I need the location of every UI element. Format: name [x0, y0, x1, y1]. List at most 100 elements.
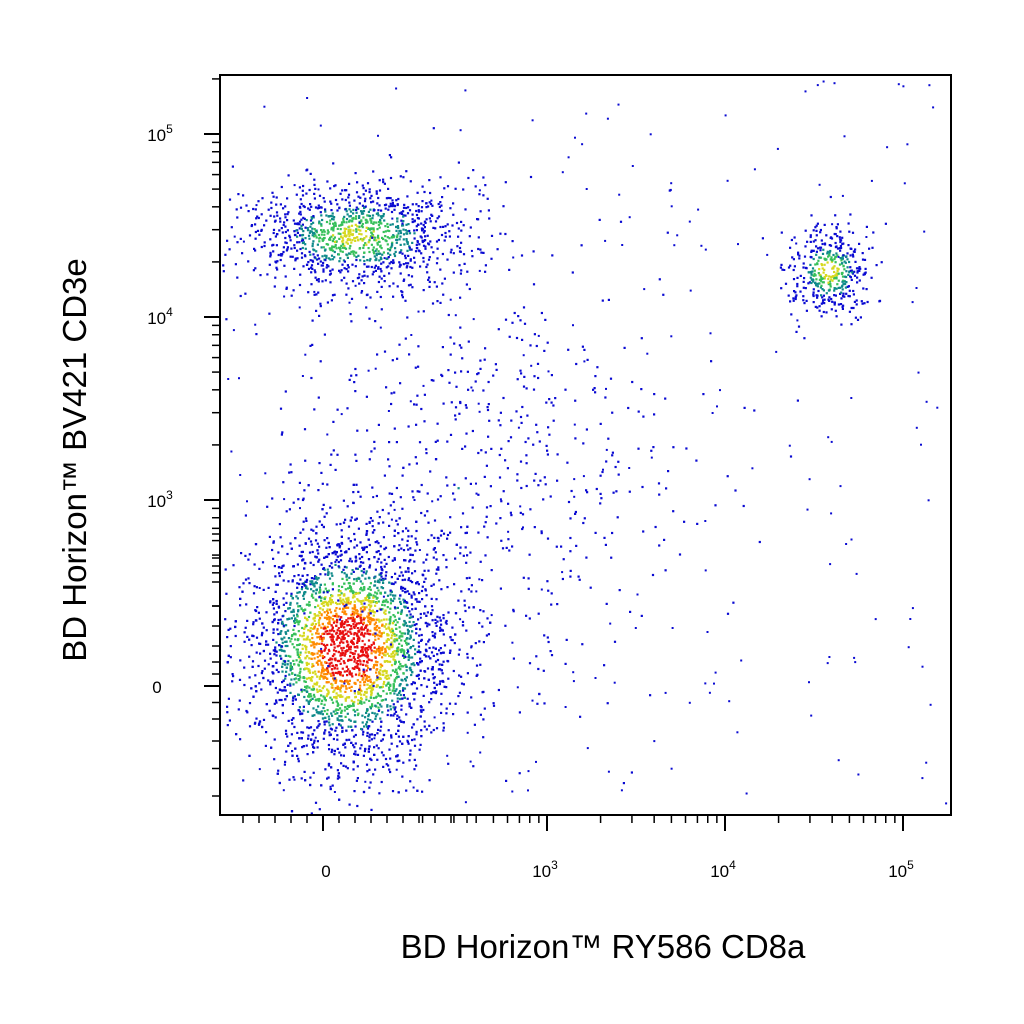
event-dot: [307, 267, 311, 270]
event-dot: [348, 686, 351, 689]
event-dot: [442, 651, 445, 654]
event-dot: [320, 637, 323, 640]
event-dot: [381, 579, 384, 582]
event-dot: [809, 235, 812, 239]
event-dot: [359, 663, 362, 666]
event-dot: [408, 245, 411, 248]
event-dot: [302, 634, 305, 637]
event-dot: [326, 777, 329, 780]
event-dot: [842, 265, 845, 268]
event-dot: [319, 260, 322, 263]
event-dot: [833, 277, 836, 280]
event-dot: [365, 243, 368, 246]
event-dot: [667, 470, 670, 473]
event-dot: [856, 271, 859, 274]
event-dot: [417, 205, 420, 208]
event-dot: [471, 657, 474, 660]
event-dot: [366, 632, 369, 635]
event-dot: [383, 611, 386, 614]
event-dot: [345, 602, 348, 605]
event-dot: [299, 670, 302, 673]
event-dot: [340, 541, 343, 545]
event-dot: [329, 611, 333, 614]
event-dot: [301, 194, 305, 197]
event-dot: [334, 553, 337, 556]
event-dot: [390, 637, 393, 640]
event-dot: [311, 637, 314, 640]
event-dot: [418, 592, 421, 595]
event-dot: [252, 621, 255, 624]
event-dot: [323, 583, 326, 586]
event-dot: [302, 230, 305, 233]
event-dot: [294, 638, 297, 641]
event-dot: [282, 250, 285, 254]
event-dot: [371, 525, 374, 528]
event-dot: [344, 247, 348, 250]
event-dot: [322, 604, 325, 607]
event-dot: [812, 288, 815, 291]
event-dot: [294, 673, 297, 676]
event-dot: [356, 567, 359, 570]
event-dot: [448, 651, 452, 654]
event-dot: [383, 204, 387, 207]
event-dot: [391, 629, 394, 632]
event-dot: [378, 645, 381, 648]
event-dot: [314, 673, 317, 676]
event-dot: [816, 294, 819, 297]
event-dot: [250, 687, 253, 690]
event-dot: [346, 239, 349, 242]
event-dot: [385, 197, 388, 200]
event-dot: [242, 582, 245, 585]
event-dot: [332, 218, 335, 221]
event-dot: [402, 652, 406, 655]
event-dot: [333, 689, 336, 692]
event-dot: [312, 751, 315, 754]
event-dot: [835, 276, 838, 279]
event-dot: [395, 229, 398, 232]
event-dot: [819, 273, 822, 276]
event-dot: [322, 695, 325, 698]
event-dot: [398, 238, 401, 241]
event-dot: [480, 251, 483, 254]
event-dot: [346, 505, 349, 508]
event-dot: [307, 651, 310, 654]
event-dot: [381, 587, 385, 590]
event-dot: [833, 258, 836, 261]
event-dot: [425, 202, 428, 205]
event-dot: [415, 582, 418, 585]
event-dot: [442, 722, 445, 725]
event-dot: [393, 615, 396, 618]
event-dot: [393, 204, 396, 207]
event-dot: [385, 763, 388, 766]
event-dot: [277, 769, 280, 772]
event-dot: [299, 531, 302, 534]
event-dot: [339, 654, 342, 657]
event-dot: [248, 676, 251, 679]
event-dot: [393, 545, 396, 548]
event-dot: [860, 300, 863, 303]
event-dot: [426, 234, 429, 237]
event-dot: [816, 222, 819, 225]
event-dot: [810, 273, 813, 276]
event-dot: [392, 614, 395, 617]
event-dot: [343, 709, 346, 712]
event-dot: [819, 286, 822, 289]
event-dot: [420, 210, 423, 213]
event-dot: [460, 346, 463, 349]
event-dot: [389, 202, 392, 205]
event-dot: [292, 632, 296, 636]
event-dot: [284, 631, 287, 634]
event-dot: [789, 264, 792, 267]
event-dot: [434, 622, 437, 625]
event-dot: [397, 675, 400, 678]
event-dot: [291, 597, 294, 600]
event-dot: [824, 258, 827, 261]
event-dot: [340, 535, 343, 538]
event-dot: [386, 600, 389, 604]
event-dot: [272, 541, 275, 544]
event-dot: [339, 695, 342, 698]
event-dot: [411, 213, 414, 216]
event-dot: [388, 748, 391, 751]
event-dot: [369, 236, 372, 239]
event-dot: [376, 692, 379, 695]
